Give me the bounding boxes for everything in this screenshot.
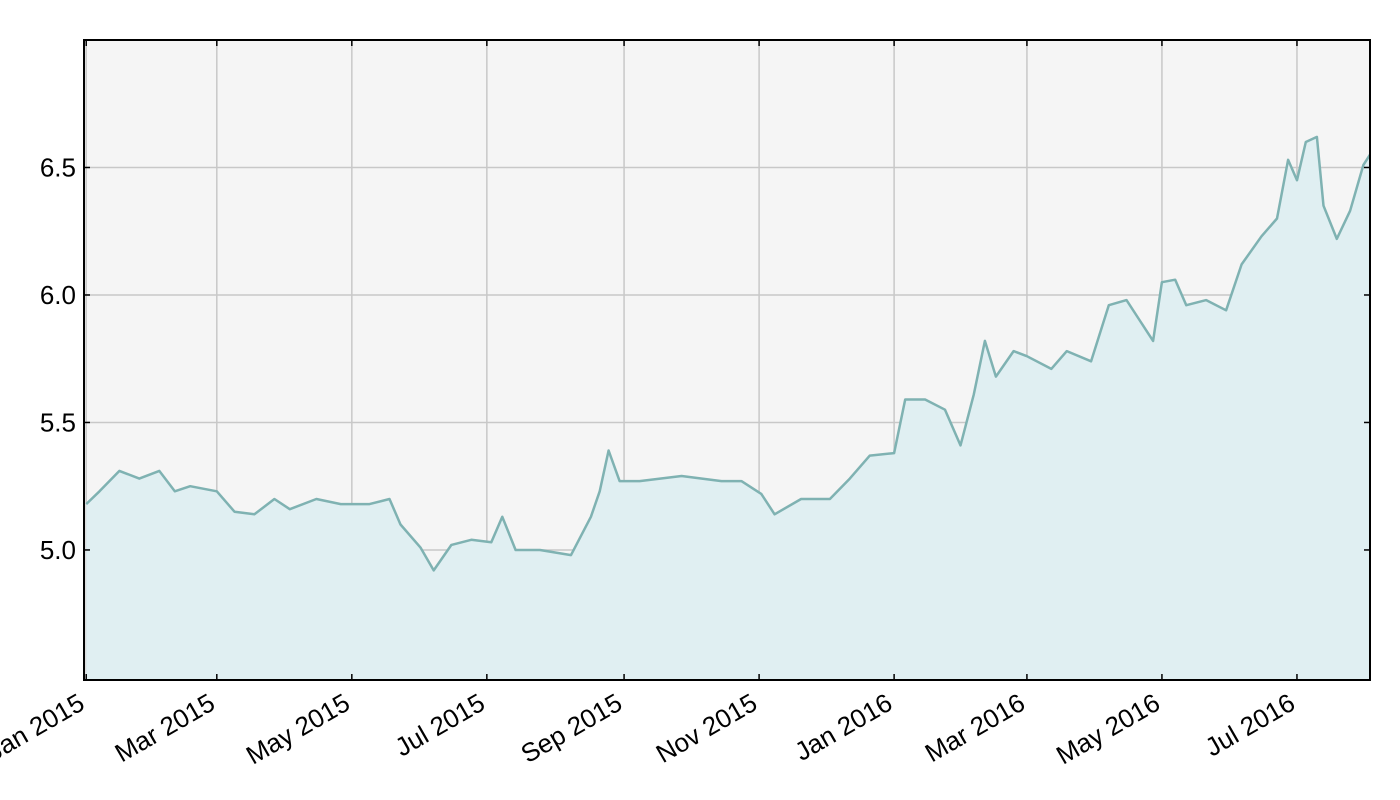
y-tick-label: 6.5 — [40, 152, 76, 182]
x-tick-label: May 2016 — [1051, 687, 1165, 770]
area-fill — [86, 136, 1371, 680]
x-tick-label: Mar 2015 — [110, 687, 220, 768]
x-tick-label: Sep 2015 — [516, 687, 627, 769]
x-tick-label: Jul 2015 — [390, 687, 490, 762]
x-tick-label: Mar 2016 — [920, 687, 1030, 768]
x-tick-label: May 2015 — [241, 687, 355, 770]
plot-frame — [83, 39, 1371, 681]
x-tick-label: Jan 2015 — [0, 687, 89, 766]
x-tick-label: Jul 2016 — [1200, 687, 1300, 762]
line — [85, 135, 1372, 572]
x-tick-label: Nov 2015 — [651, 687, 762, 769]
y-tick-label: 5.0 — [40, 535, 76, 565]
y-tick-label: 5.5 — [40, 407, 76, 437]
y-tick-label: 6.0 — [40, 280, 76, 310]
x-tick-label: Jan 2016 — [789, 687, 897, 766]
marks — [85, 135, 1372, 680]
